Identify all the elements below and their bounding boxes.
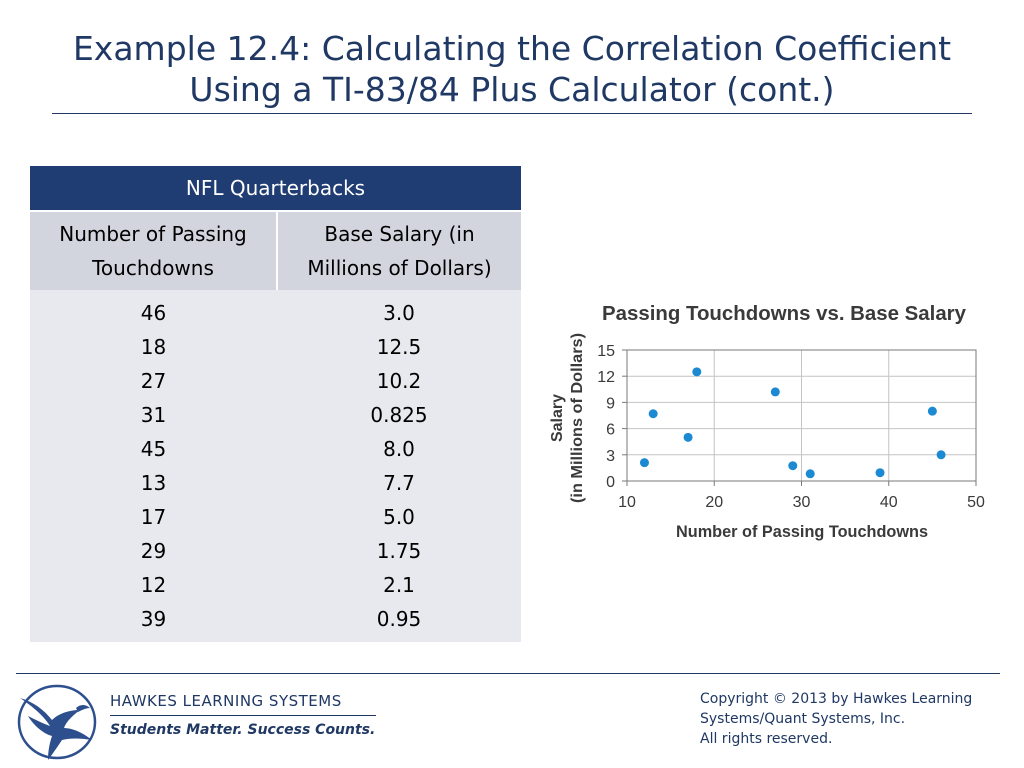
scatter-chart: Passing Touchdowns vs. Base Salary 0 3 6 9 1… <box>549 303 985 541</box>
table-row: 31 0.825 <box>30 398 521 432</box>
touchdowns-cell: 45 <box>30 432 277 466</box>
y-tick-label: 6 <box>606 422 615 439</box>
touchdowns-header-line-2: Touchdowns <box>92 256 214 280</box>
salary-header-line-1: Base Salary (in <box>324 222 475 246</box>
y-tick-label: 3 <box>606 448 615 465</box>
touchdowns-cell: 13 <box>30 466 277 500</box>
salary-cell: 12.5 <box>277 330 521 364</box>
salary-cell: 8.0 <box>277 432 521 466</box>
x-axis-label: Number of Passing Touchdowns <box>676 522 928 541</box>
y-axis-label-line-2: (in Millions of Dollars) <box>569 333 586 503</box>
table-row: 29 1.75 <box>30 534 521 568</box>
touchdowns-cell: 18 <box>30 330 277 364</box>
salary-cell: 2.1 <box>277 568 521 602</box>
chart-title: Passing Touchdowns vs. Base Salary <box>602 303 967 325</box>
scatter-point-3 <box>805 469 815 479</box>
salary-cell: 5.0 <box>277 500 521 534</box>
table-row: 39 0.95 <box>30 602 521 642</box>
eagle-icon <box>17 684 97 760</box>
y-tick-label: 9 <box>606 395 615 412</box>
salary-column-header: Base Salary (in Millions of Dollars) <box>277 210 521 290</box>
y-axis-ticks: 0 3 6 9 12 15 <box>597 343 615 491</box>
table-row: 27 10.2 <box>30 364 521 398</box>
touchdowns-cell: 12 <box>30 568 277 602</box>
salary-cell: 1.75 <box>277 534 521 568</box>
touchdowns-cell: 46 <box>30 290 277 330</box>
salary-cell: 10.2 <box>277 364 521 398</box>
table-row: 45 8.0 <box>30 432 521 466</box>
scatter-point-9 <box>875 468 885 478</box>
table-row: 46 3.0 <box>30 290 521 330</box>
salary-cell: 0.95 <box>277 602 521 642</box>
company-name: HAWKES LEARNING SYSTEMS <box>110 692 342 710</box>
touchdowns-cell: 29 <box>30 534 277 568</box>
x-tick-label: 10 <box>618 494 636 511</box>
scatter-point-1 <box>692 367 702 377</box>
salary-cell: 0.825 <box>277 398 521 432</box>
scatter-point-8 <box>639 458 649 468</box>
copyright-notice: Copyright © 2013 by Hawkes Learning Syst… <box>700 689 1010 749</box>
table-row: 17 5.0 <box>30 500 521 534</box>
chart-grid <box>622 349 977 486</box>
salary-cell: 7.7 <box>277 466 521 500</box>
slide-title-line-1: Example 12.4: Calculating the Correlatio… <box>72 29 952 68</box>
salary-header-line-2: Millions of Dollars) <box>307 256 492 280</box>
scatter-point-6 <box>683 432 693 442</box>
touchdowns-cell: 27 <box>30 364 277 398</box>
x-tick-label: 40 <box>880 494 898 511</box>
salary-cell: 3.0 <box>277 290 521 330</box>
copyright-line-3: All rights reserved. <box>700 731 833 747</box>
y-tick-label: 0 <box>606 474 615 491</box>
x-axis-ticks: 10 20 30 40 50 <box>618 494 985 511</box>
scatter-point-5 <box>648 409 658 419</box>
x-tick-label: 50 <box>967 494 985 511</box>
y-tick-label: 15 <box>597 343 615 360</box>
touchdowns-cell: 31 <box>30 398 277 432</box>
copyright-line-2: Systems/Quant Systems, Inc. <box>700 711 906 727</box>
table-row: 12 2.1 <box>30 568 521 602</box>
slide-title-line-2: Using a TI-83/84 Plus Calculator (cont.) <box>189 70 835 109</box>
touchdowns-column-header: Number of Passing Touchdowns <box>30 210 278 290</box>
touchdowns-header-line-1: Number of Passing <box>59 222 247 246</box>
table-row: 18 12.5 <box>30 330 521 364</box>
scatter-point-2 <box>770 387 780 397</box>
data-points <box>639 367 946 479</box>
company-underline <box>110 715 376 716</box>
y-axis-label-line-1: Salary <box>549 394 566 442</box>
nfl-quarterbacks-table: NFL Quarterbacks Number of Passing Touch… <box>30 166 521 642</box>
slide-title: Example 12.4: Calculating the Correlatio… <box>40 28 984 110</box>
touchdowns-cell: 17 <box>30 500 277 534</box>
table-row: 13 7.7 <box>30 466 521 500</box>
table-caption: NFL Quarterbacks <box>30 166 521 211</box>
y-tick-label: 12 <box>597 369 615 386</box>
footer-divider <box>16 673 1000 674</box>
x-tick-label: 30 <box>793 494 811 511</box>
copyright-line-1: Copyright © 2013 by Hawkes Learning <box>700 691 973 707</box>
touchdowns-cell: 39 <box>30 602 277 642</box>
scatter-point-4 <box>927 406 937 416</box>
company-slogan: Students Matter. Success Counts. <box>110 722 376 738</box>
scatter-point-7 <box>788 461 798 471</box>
title-divider <box>52 113 972 114</box>
scatter-point-0 <box>936 450 946 460</box>
x-tick-label: 20 <box>705 494 723 511</box>
plot-frame <box>626 349 977 482</box>
